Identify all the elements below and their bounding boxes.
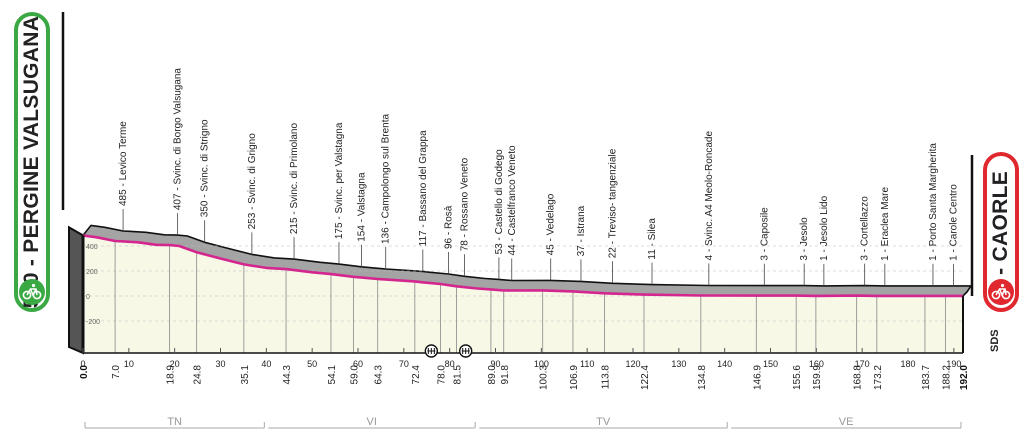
place-label: 1 - Eraclea Mare <box>880 187 891 261</box>
km-tick-label: 40 <box>261 359 271 369</box>
place-label: 154 - Valstagna <box>356 172 367 242</box>
km-label: 146.9 <box>752 365 763 390</box>
km-label: 64.3 <box>374 365 385 385</box>
km-label: 134.8 <box>697 365 708 390</box>
start-bike-icon <box>19 279 45 305</box>
place-label: 215 - Svinc. di Primolano <box>289 123 300 235</box>
start-km-label: 0.0 <box>79 365 90 379</box>
sprint-icon-mark <box>461 348 470 354</box>
place-label: 11 - Silea <box>647 218 658 260</box>
place-label: 37 - Istrana <box>576 205 587 256</box>
km-tick-label: 90 <box>490 359 500 369</box>
place-label: 253 - Svinc. di Grigno <box>247 133 258 230</box>
km-tick-label: 70 <box>399 359 409 369</box>
start-badge: 530 - PERGINE VALSUGANA <box>14 12 50 312</box>
km-tick-label: 60 <box>353 359 363 369</box>
altitude-tick-label: 0 <box>86 294 90 301</box>
place-label: 45 - Vedelago <box>546 193 557 255</box>
km-tick-label: 180 <box>900 359 915 369</box>
km-tick-label: 120 <box>625 359 640 369</box>
km-tick-label: 100 <box>534 359 549 369</box>
profile-front-face <box>83 235 963 353</box>
place-label: 407 - Svinc. di Borgo Valsugana <box>173 68 184 211</box>
province-label: TV <box>596 416 611 428</box>
km-label: 35.1 <box>240 365 251 385</box>
place-label: 96 - Rosà <box>444 205 455 249</box>
km-label: 89.0 <box>487 365 498 385</box>
place-label: 117 - Bassano del Grappa <box>418 130 429 246</box>
km-tick-label: 30 <box>215 359 225 369</box>
province-label: TN <box>167 416 182 428</box>
place-label: 3 - Caposile <box>759 207 770 261</box>
km-label: 54.1 <box>327 365 338 385</box>
km-label: 173.2 <box>873 365 884 390</box>
sprint-icon-mark <box>427 348 436 354</box>
km-tick-label: 170 <box>855 359 870 369</box>
place-label: 78 - Rossano Veneto <box>460 157 471 251</box>
km-label: 72.4 <box>411 365 422 385</box>
km-label: 91.8 <box>500 365 511 385</box>
km-tick-label: 140 <box>717 359 732 369</box>
km-label: 122.4 <box>640 365 651 390</box>
km-label: 159.9 <box>812 365 823 390</box>
km-label: 113.8 <box>601 365 612 390</box>
altitude-tick-label: -200 <box>86 319 100 326</box>
km-label: 106.9 <box>569 365 580 390</box>
altitude-tick-label: 200 <box>86 269 98 276</box>
place-label: 22 - Treviso- tangenziale <box>608 148 619 258</box>
province-label: VI <box>367 416 377 428</box>
altitude-tick-label: 400 <box>86 244 98 251</box>
km-label: 81.5 <box>453 365 464 385</box>
km-label: 18.9 <box>166 365 177 385</box>
km-tick-label: 0 <box>80 359 85 369</box>
elevation-profile-line <box>82 234 963 298</box>
km-tick-label: 10 <box>124 359 134 369</box>
province-label: VE <box>839 416 854 428</box>
km-label: 59.0 <box>349 365 360 385</box>
finish-badge: 1 - CAORLE <box>983 152 1019 312</box>
finish-bike-icon <box>988 279 1014 305</box>
km-tick-label: 130 <box>671 359 686 369</box>
km-tick-label: 80 <box>445 359 455 369</box>
km-label: 78.0 <box>437 365 448 385</box>
place-label: 1 - Porto Santa Margherita <box>928 143 939 261</box>
km-tick-label: 50 <box>307 359 317 369</box>
place-label: 53 - Castello di Godego <box>494 149 505 255</box>
place-label: 485 - Levico Terme <box>118 121 129 206</box>
km-tick-label: 160 <box>809 359 824 369</box>
place-label: 44 - Castelfranco Veneto <box>507 145 518 256</box>
place-label: 175 - Svinc. per Valstagna <box>334 122 345 239</box>
km-tick-label: 150 <box>763 359 778 369</box>
sds-logo: SDS <box>989 329 1001 352</box>
place-label: 136 - Campolongo sul Brenta <box>381 113 392 244</box>
place-label: 1 - Carole Centro <box>949 184 960 261</box>
km-label: 44.3 <box>282 365 293 385</box>
profile-side-wall <box>68 225 84 355</box>
place-label: 1 - Jesolo Lido <box>819 195 830 260</box>
km-label: 155.6 <box>792 365 803 390</box>
place-label: 3 - Jesolo <box>799 217 810 261</box>
km-label: 7.0 <box>111 365 122 379</box>
km-tick-label: 110 <box>580 359 594 369</box>
km-label: 188.2 <box>942 365 953 390</box>
km-label: 24.8 <box>193 365 204 385</box>
km-label: 100.3 <box>539 365 550 390</box>
place-label: 350 - Svinc. di Strigno <box>200 119 211 217</box>
km-label: 183.7 <box>921 365 932 390</box>
finish-km-label: 192.0 <box>959 365 970 390</box>
km-tick-label: 190 <box>946 359 961 369</box>
place-label: 3 - Cortellazzo <box>860 196 871 261</box>
km-tick-label: 20 <box>170 359 180 369</box>
place-label: 4 - Svinc. A4 Meolo-Roncade <box>704 131 715 261</box>
km-label: 168.8 <box>853 365 864 390</box>
